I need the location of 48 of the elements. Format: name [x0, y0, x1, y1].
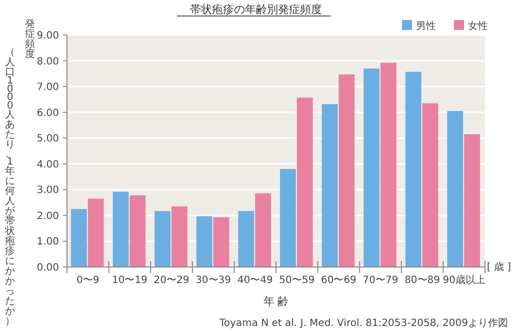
- x-tick-label: 20〜29: [154, 275, 190, 286]
- bar: [154, 211, 170, 267]
- bar: [280, 169, 296, 267]
- bar: [112, 192, 129, 267]
- x-tick-label: 10〜19: [112, 275, 148, 286]
- bar: [296, 98, 313, 267]
- x-tick-label: 60〜69: [320, 275, 356, 286]
- text: Toyama N et al. J. Med. Virol. 81:2053-2058, 2009より作図: [218, 318, 508, 329]
- y-tick-label: 8.00: [36, 56, 59, 68]
- legend-label: 女性: [468, 20, 488, 32]
- bar: [238, 211, 254, 267]
- x-axis-title: 年 齢: [263, 295, 289, 308]
- chart-title: 帯状疱疹の年齢別発症頻度: [190, 3, 322, 16]
- bar: [172, 206, 188, 267]
- y-tick-label: 0.00: [36, 262, 59, 274]
- bar: [338, 74, 355, 267]
- legend-label: 男性: [416, 20, 436, 32]
- bar: [213, 217, 230, 267]
- bar: [464, 134, 480, 267]
- bar: [322, 104, 338, 267]
- bar: [255, 193, 271, 267]
- x-tick-label: 30〜39: [196, 275, 232, 286]
- x-tick-label: 40〜49: [237, 275, 273, 286]
- y-tick-label: 1.00: [36, 236, 59, 248]
- text: （人口1000人あたり、1年に何人が帯状疱疹にかかったか）: [5, 46, 15, 327]
- bar: [71, 209, 87, 267]
- y-tick-label: 6.00: [36, 108, 59, 119]
- bar: [364, 68, 380, 267]
- x-tick-label: 0〜9: [76, 275, 100, 286]
- x-tick-label: 50〜59: [279, 275, 315, 286]
- bar: [380, 62, 396, 267]
- x-tick-label: 80〜89: [404, 275, 440, 286]
- x-tick-label: 70〜79: [362, 275, 398, 286]
- y-tick-label: 9.00: [36, 30, 59, 42]
- bar: [447, 111, 464, 267]
- y-axis-title: 発症頻度: [25, 18, 35, 60]
- y-tick-label: 2.00: [36, 210, 59, 222]
- y-tick-label: 5.00: [36, 134, 59, 145]
- bar: [196, 216, 212, 267]
- y-tick-label: 3.00: [36, 185, 59, 196]
- y-tick-label: 4.00: [36, 159, 59, 170]
- text: [ 歳 ]: [486, 261, 512, 273]
- bar: [130, 195, 146, 267]
- y-tick-label: 7.00: [36, 82, 59, 94]
- bar: [88, 198, 104, 267]
- bar: [422, 103, 438, 267]
- bar: [405, 72, 422, 267]
- x-tick-label: 90歳以上: [442, 274, 486, 286]
